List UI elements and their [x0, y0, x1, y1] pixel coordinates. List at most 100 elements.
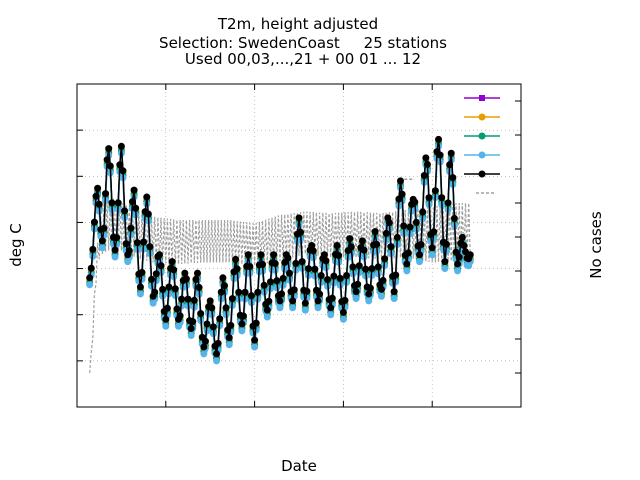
- data-point: [265, 297, 273, 305]
- data-point: [292, 259, 300, 267]
- data-point: [455, 253, 463, 261]
- data-point: [152, 270, 160, 278]
- data-point: [170, 266, 178, 274]
- legend-marker: [478, 170, 486, 178]
- data-point: [257, 251, 265, 259]
- data-point: [450, 214, 458, 222]
- data-point: [233, 265, 241, 273]
- data-point: [279, 274, 287, 282]
- data-point: [303, 287, 311, 295]
- data-point: [95, 200, 103, 208]
- data-point: [86, 274, 94, 282]
- data-point: [398, 190, 406, 198]
- data-point: [458, 233, 466, 241]
- data-point: [228, 295, 236, 303]
- data-point: [436, 151, 444, 159]
- data-point: [148, 275, 156, 283]
- data-point: [163, 304, 171, 312]
- data-point: [403, 260, 411, 268]
- data-point: [178, 295, 186, 303]
- data-point: [201, 337, 209, 345]
- data-point: [108, 199, 116, 207]
- data-point: [449, 174, 457, 182]
- data-point: [241, 288, 249, 296]
- data-point: [127, 224, 135, 232]
- data-point: [92, 192, 100, 200]
- data-point: [377, 285, 385, 293]
- data-point: [322, 257, 330, 265]
- data-point: [187, 325, 195, 333]
- data-point: [341, 296, 349, 304]
- data-point: [412, 218, 420, 226]
- data-point: [105, 145, 113, 153]
- cases-layer: [89, 178, 471, 374]
- legend-item-mnwc-bs-m: [464, 151, 500, 159]
- data-point: [390, 288, 398, 296]
- data-point: [454, 260, 462, 268]
- data-point: [324, 276, 332, 284]
- data-point: [385, 219, 393, 227]
- data-point: [155, 251, 163, 259]
- title-line-3: Used 00,03,...,21 + 00 01 ... 12: [185, 50, 421, 68]
- data-point: [392, 271, 400, 279]
- legend-marker: [478, 151, 486, 159]
- data-point: [90, 218, 98, 226]
- data-point: [381, 255, 389, 263]
- data-point: [240, 312, 247, 320]
- data-point: [298, 258, 306, 266]
- data-point: [444, 199, 452, 207]
- data-point: [387, 243, 395, 251]
- data-point: [114, 199, 122, 207]
- data-point: [219, 274, 227, 282]
- data-point: [263, 306, 271, 314]
- legend-item-mnwc2-bs-m: [464, 132, 500, 140]
- data-point: [362, 265, 370, 273]
- title-line-2: Selection: SwedenCoast 25 stations: [159, 34, 447, 52]
- data-point: [86, 281, 94, 289]
- data-point: [244, 251, 252, 259]
- data-point: [339, 308, 347, 316]
- data-point: [447, 149, 455, 157]
- data-point: [335, 252, 343, 260]
- data-point: [411, 198, 419, 206]
- data-point: [400, 222, 408, 230]
- data-point: [98, 237, 106, 245]
- data-point: [317, 271, 325, 279]
- data-point: [222, 304, 230, 312]
- data-point: [235, 288, 243, 296]
- data-point: [181, 269, 189, 277]
- data-point: [102, 190, 110, 198]
- x-axis-label: Date: [281, 457, 317, 475]
- data-point: [103, 156, 111, 164]
- data-point: [390, 295, 398, 303]
- data-point: [460, 242, 468, 249]
- data-point: [195, 283, 203, 291]
- data-point: [106, 162, 114, 170]
- data-point: [162, 322, 170, 330]
- data-point: [165, 283, 173, 291]
- data-point: [366, 284, 374, 292]
- data-point: [328, 294, 336, 302]
- legend-item-mnwc2-bscal: [464, 113, 500, 121]
- cases-line: [89, 198, 471, 374]
- data-point: [270, 251, 278, 259]
- data-point: [213, 357, 221, 365]
- data-point: [194, 269, 202, 277]
- data-point: [225, 341, 233, 349]
- data-point: [349, 263, 357, 271]
- data-point: [428, 244, 436, 252]
- data-point: [171, 285, 179, 293]
- data-point: [431, 187, 439, 195]
- series-layer: [86, 135, 474, 365]
- data-point: [214, 339, 222, 347]
- data-point: [251, 343, 259, 351]
- data-point: [374, 263, 382, 271]
- data-point: [138, 268, 146, 276]
- data-point: [393, 233, 401, 241]
- data-point: [316, 290, 324, 298]
- data-point: [260, 281, 268, 289]
- data-point: [209, 323, 217, 331]
- data-point: [89, 245, 97, 253]
- data-point: [396, 177, 404, 185]
